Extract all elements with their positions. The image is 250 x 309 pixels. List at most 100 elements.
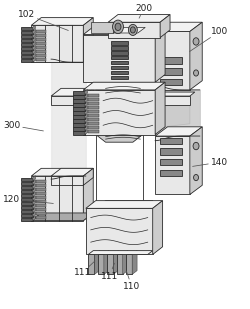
Polygon shape <box>104 251 109 274</box>
Polygon shape <box>84 114 87 119</box>
Polygon shape <box>51 96 83 105</box>
Bar <box>22 182 32 185</box>
Bar <box>88 102 100 105</box>
Polygon shape <box>132 251 137 274</box>
Polygon shape <box>32 41 35 46</box>
Bar <box>22 186 32 189</box>
Polygon shape <box>32 188 35 193</box>
Bar <box>160 170 182 176</box>
Bar <box>22 31 32 34</box>
Bar <box>22 193 32 197</box>
Polygon shape <box>83 88 93 105</box>
Polygon shape <box>155 96 190 105</box>
Bar <box>36 212 46 215</box>
Bar <box>36 42 46 45</box>
Polygon shape <box>32 204 35 209</box>
Bar <box>22 27 32 30</box>
Polygon shape <box>84 129 87 134</box>
Bar <box>74 123 85 126</box>
Bar <box>36 58 46 61</box>
Polygon shape <box>84 90 87 95</box>
Polygon shape <box>84 98 87 103</box>
Bar <box>22 43 32 46</box>
Text: 111: 111 <box>101 263 118 281</box>
Bar <box>36 184 46 187</box>
Polygon shape <box>32 184 35 189</box>
Bar <box>88 122 100 125</box>
Bar <box>36 188 46 191</box>
Polygon shape <box>32 37 35 42</box>
Polygon shape <box>32 192 35 197</box>
Circle shape <box>194 175 198 181</box>
Circle shape <box>194 70 198 76</box>
Polygon shape <box>113 251 118 274</box>
Polygon shape <box>190 22 202 90</box>
Bar <box>22 201 32 205</box>
Bar <box>88 255 94 274</box>
Polygon shape <box>32 196 35 201</box>
Bar <box>110 66 128 69</box>
Bar <box>88 110 100 113</box>
Polygon shape <box>155 136 190 194</box>
Text: 110: 110 <box>123 271 140 291</box>
Polygon shape <box>84 121 87 126</box>
Circle shape <box>193 38 199 45</box>
Bar <box>74 95 85 99</box>
Polygon shape <box>108 15 170 22</box>
Polygon shape <box>51 88 93 96</box>
Bar <box>36 180 46 183</box>
Polygon shape <box>153 201 162 255</box>
Bar <box>22 35 32 38</box>
Bar <box>74 104 85 107</box>
Text: 100: 100 <box>190 27 228 51</box>
Polygon shape <box>32 200 35 205</box>
Circle shape <box>115 23 121 31</box>
Bar <box>74 127 85 130</box>
Bar <box>160 138 182 144</box>
Polygon shape <box>84 110 87 115</box>
Bar <box>36 204 46 207</box>
Bar <box>22 218 32 221</box>
Bar <box>88 106 100 109</box>
Bar <box>74 99 85 103</box>
Bar <box>22 197 32 201</box>
Polygon shape <box>94 251 100 274</box>
Polygon shape <box>31 25 83 62</box>
Polygon shape <box>32 180 35 185</box>
Bar <box>22 47 32 50</box>
Bar <box>36 54 46 57</box>
Polygon shape <box>86 201 162 208</box>
Bar <box>88 114 100 117</box>
Bar <box>88 126 100 129</box>
Polygon shape <box>96 208 143 235</box>
Circle shape <box>193 142 199 150</box>
Bar <box>74 112 85 115</box>
Bar <box>88 98 100 101</box>
Polygon shape <box>83 82 165 90</box>
Bar <box>110 51 128 54</box>
Polygon shape <box>31 168 93 176</box>
Bar <box>22 178 32 181</box>
Polygon shape <box>138 93 190 130</box>
Bar <box>36 216 46 219</box>
Polygon shape <box>143 201 153 235</box>
Bar <box>160 57 182 64</box>
Polygon shape <box>83 35 155 82</box>
Bar <box>110 41 128 45</box>
Bar <box>74 91 85 95</box>
Bar <box>88 130 100 133</box>
Bar <box>110 71 128 74</box>
Bar <box>126 255 132 274</box>
Bar <box>36 208 46 211</box>
Polygon shape <box>190 127 202 194</box>
Bar <box>22 210 32 213</box>
Polygon shape <box>86 208 153 255</box>
Bar <box>36 196 46 199</box>
Polygon shape <box>32 53 35 58</box>
Polygon shape <box>51 168 93 176</box>
Polygon shape <box>84 102 87 107</box>
Bar <box>107 255 113 274</box>
Polygon shape <box>83 90 155 134</box>
Polygon shape <box>51 176 83 185</box>
Bar <box>160 68 182 74</box>
